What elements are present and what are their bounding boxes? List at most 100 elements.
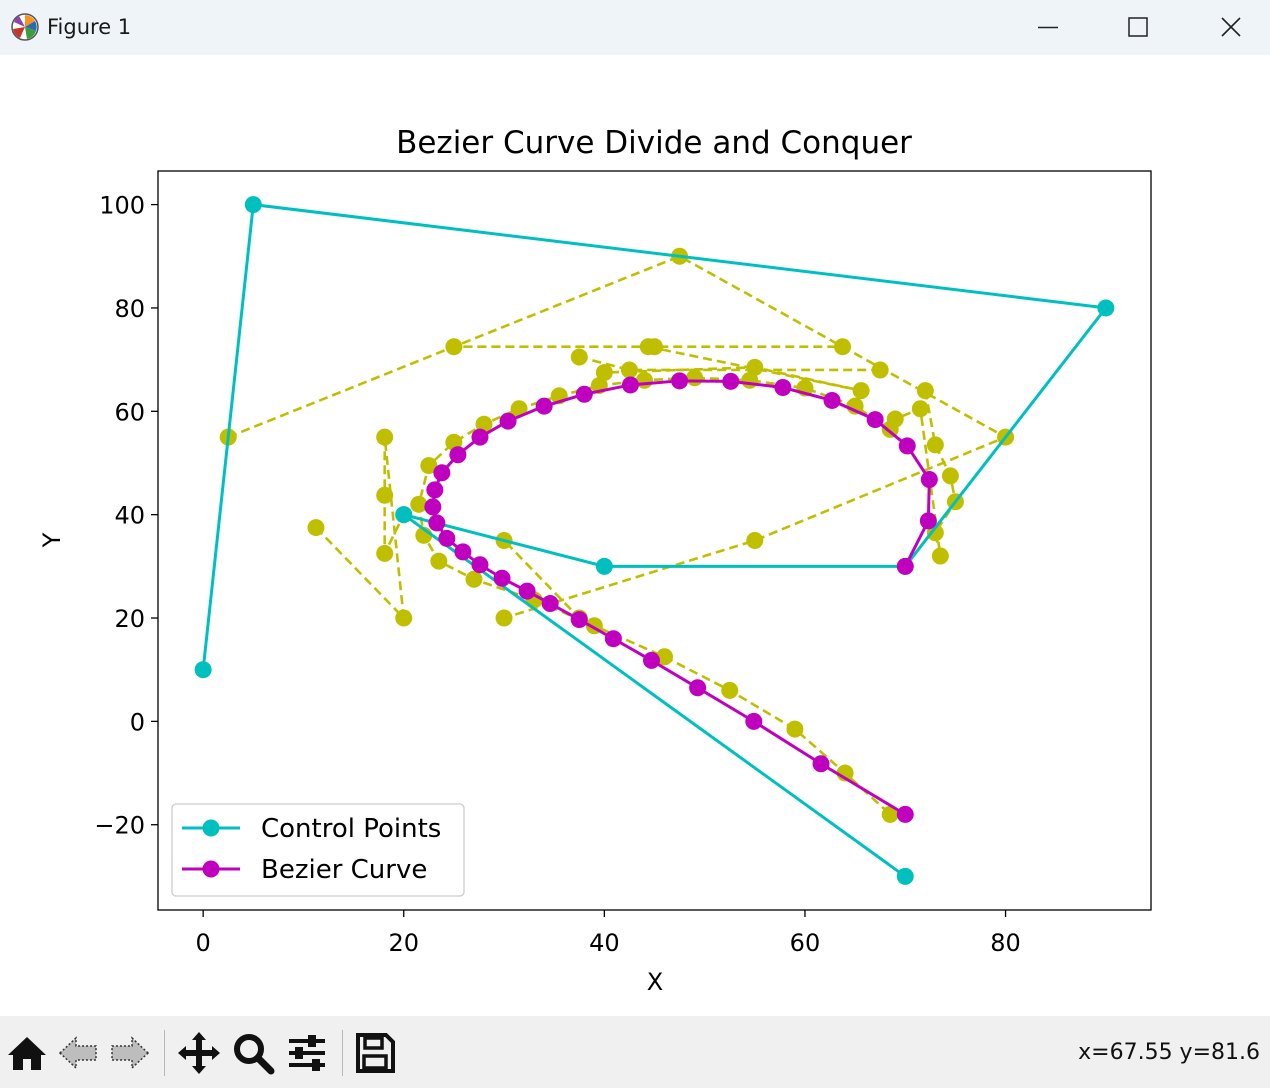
y-tick-label: 80 — [114, 295, 145, 323]
construction-point — [410, 495, 428, 513]
bezier-curve-point — [428, 514, 446, 532]
construction-point — [926, 436, 944, 454]
x-tick-label: 60 — [790, 929, 821, 957]
construction-point — [881, 805, 899, 823]
construction-point — [852, 382, 870, 400]
save-button[interactable] — [352, 1030, 398, 1076]
legend-marker-bezier-curve — [202, 860, 220, 878]
legend: Control Points Bezier Curve — [171, 803, 465, 897]
figure-canvas[interactable]: Bezier Curve Divide and Conquer 0 20 40 60 8… — [0, 55, 1270, 1016]
control-points-point — [595, 557, 613, 575]
construction-point — [510, 400, 528, 418]
construction-point — [786, 720, 804, 738]
y-tick-label: 0 — [130, 708, 145, 736]
legend-label-control-points: Control Points — [261, 814, 441, 844]
construction-point — [871, 361, 889, 379]
control-points-point — [244, 196, 262, 214]
bezier-curve-point — [433, 464, 451, 482]
control-points-point — [194, 661, 212, 679]
construction-point — [475, 415, 493, 433]
bezier-curve-point — [449, 446, 467, 464]
back-icon — [58, 1036, 97, 1070]
forward-icon — [111, 1036, 150, 1070]
bezier-curve-point — [919, 512, 937, 530]
y-tick-label: −20 — [94, 812, 145, 840]
construction-point — [834, 338, 852, 356]
axes-layer: 0 20 40 60 80 −20 0 20 40 60 80 100 — [94, 192, 1020, 957]
control-points-point — [1097, 299, 1115, 317]
construction-point — [307, 519, 325, 537]
configure-subplots-button[interactable] — [284, 1030, 330, 1076]
construction-point — [595, 364, 613, 382]
close-button[interactable] — [1208, 0, 1254, 55]
home-icon — [8, 1037, 46, 1070]
bezier-curve-point — [774, 379, 792, 397]
legend-box — [171, 803, 465, 897]
back-button[interactable] — [56, 1030, 102, 1076]
x-axis-label: X — [647, 968, 663, 996]
home-button[interactable] — [4, 1030, 50, 1076]
plot-frame — [157, 170, 1152, 911]
bezier-curve-point — [896, 805, 914, 823]
control-points-point — [395, 506, 413, 524]
bezier-curve-point — [722, 372, 740, 390]
construction-point — [376, 486, 394, 504]
bezier-curve-point — [866, 411, 884, 429]
x-tick-label: 20 — [388, 929, 419, 957]
window-title: Figure 1 — [47, 15, 132, 39]
toolbar-separator — [164, 1030, 165, 1076]
y-tick-label: 20 — [114, 605, 145, 633]
construction-line — [578, 355, 881, 372]
zoom-icon — [234, 1034, 275, 1075]
save-icon — [356, 1033, 395, 1073]
bezier-curve-point — [896, 557, 914, 575]
bezier-curve-point — [575, 385, 593, 403]
bezier-curve-point — [454, 543, 472, 561]
bezier-curve-point — [535, 397, 553, 415]
construction-point — [916, 382, 934, 400]
bezier-curve-point — [471, 556, 489, 574]
bezier-curve-point — [499, 412, 517, 430]
construction-point — [746, 358, 764, 376]
construction-point — [931, 547, 949, 565]
bezier-curve-point — [689, 679, 707, 697]
zoom-button[interactable] — [230, 1030, 276, 1076]
construction-point — [495, 609, 513, 627]
bezier-curve-point — [621, 376, 639, 394]
bezier-curve-point — [671, 372, 689, 390]
bezier-curve-point — [642, 651, 660, 669]
y-axis-label: Y — [38, 532, 66, 548]
construction-point — [620, 361, 638, 379]
construction-point — [376, 428, 394, 446]
maximize-button[interactable] — [1115, 0, 1161, 55]
bezier-curve-point — [424, 498, 442, 516]
construction-point — [430, 552, 448, 570]
legend-marker-control-points — [202, 819, 220, 837]
construction-point — [376, 544, 394, 562]
x-tick-label: 0 — [195, 929, 210, 957]
series-layer — [194, 196, 1115, 885]
construction-point — [941, 467, 959, 485]
construction-point — [420, 457, 438, 475]
minimize-icon — [1038, 26, 1058, 29]
bezier-curve-point — [438, 529, 456, 547]
bezier-curve-point — [570, 611, 588, 629]
bezier-curve-point — [471, 428, 489, 446]
construction-point — [639, 338, 657, 356]
pan-button[interactable] — [176, 1030, 222, 1076]
bezier-curve-point — [604, 630, 622, 648]
bezier-curve-point — [426, 481, 444, 499]
close-icon — [1221, 17, 1241, 37]
y-tick-label: 60 — [114, 398, 145, 426]
chart-title: Bezier Curve Divide and Conquer — [396, 125, 912, 161]
forward-button[interactable] — [106, 1030, 152, 1076]
minimize-button[interactable] — [1025, 0, 1071, 55]
legend-label-bezier-curve: Bezier Curve — [261, 855, 427, 885]
plot-area — [158, 171, 1151, 910]
construction-points-layer — [219, 247, 1015, 823]
x-tick-label: 40 — [589, 929, 620, 957]
chart: Bezier Curve Divide and Conquer 0 20 40 60 8… — [38, 125, 1152, 996]
configure-subplots-icon — [289, 1035, 325, 1071]
bezier-curve-point — [823, 391, 841, 409]
toolbar-separator — [342, 1030, 343, 1076]
